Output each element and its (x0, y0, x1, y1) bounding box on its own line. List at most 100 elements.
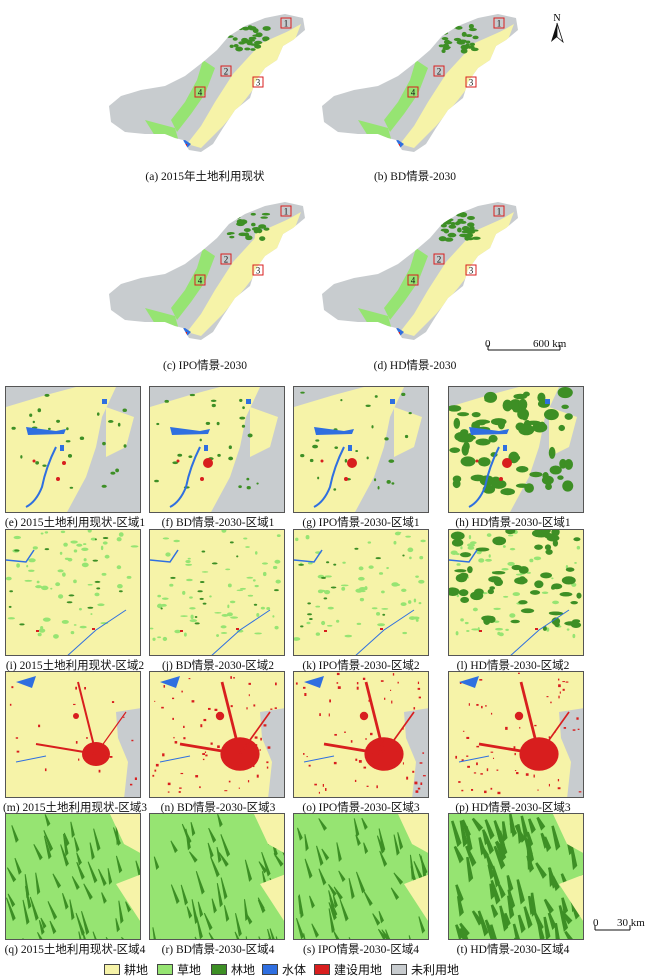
builtup-patch (365, 738, 367, 740)
forest-patch (43, 835, 52, 860)
forest-patch (211, 898, 217, 914)
grassland-patch (24, 579, 33, 582)
builtup-patch (179, 787, 182, 789)
builtup-patch (329, 699, 331, 703)
builtup-patch (418, 696, 421, 699)
builtup-patch (397, 681, 399, 684)
builtup-patch (303, 753, 305, 755)
zoom-scale-start: 0 (593, 917, 599, 929)
grassland-patch (87, 530, 92, 533)
builtup-patch (546, 696, 549, 698)
forest-patch (303, 933, 306, 939)
forest-patch (81, 911, 90, 935)
grassland-patch (467, 543, 475, 548)
forest-patch (509, 814, 516, 834)
grassland-patch (368, 565, 374, 569)
forest-patch (22, 938, 24, 939)
forest-patch (68, 594, 75, 597)
builtup-patch (370, 732, 373, 736)
forest-patch (267, 928, 272, 939)
builtup-patch (154, 769, 157, 772)
grassland-patch (272, 615, 275, 618)
forest-patch (300, 453, 305, 458)
builtup-patch (558, 695, 560, 699)
forest-patch (228, 215, 233, 220)
forest-patch (576, 592, 582, 599)
grassland-patch (79, 625, 87, 629)
urban-corridor (364, 681, 386, 755)
grassland-patch (160, 603, 167, 607)
forest-patch (260, 216, 268, 219)
forest-patch (516, 879, 525, 905)
forest-patch (73, 837, 80, 853)
river (6, 549, 35, 563)
grassland-patch (118, 532, 124, 537)
builtup-patch (514, 752, 516, 756)
forest-patch (561, 897, 569, 916)
region-box (194, 274, 206, 286)
forest-patch (408, 412, 412, 415)
country-map-svg: 1 2 3 4 (322, 202, 518, 340)
grassland-patch (59, 551, 63, 555)
zoom-tile (5, 529, 141, 656)
forest-patch (465, 233, 474, 238)
river (510, 609, 570, 655)
grassland-patch (61, 619, 69, 624)
forest-patch (232, 37, 238, 41)
zoom-tile (293, 529, 429, 656)
forest-patch (223, 905, 230, 922)
builtup-patch (379, 748, 382, 751)
forest-patch (379, 850, 388, 867)
forest-patch (321, 848, 330, 861)
grassland-patch (272, 565, 278, 570)
forest-patch (441, 37, 449, 41)
zoom-tile (448, 813, 584, 940)
forest-patch (495, 840, 507, 857)
forest-patch (454, 569, 467, 573)
forest-patch (210, 399, 217, 402)
builtup-patch (325, 788, 327, 791)
grassland-patch (246, 576, 254, 579)
forest-patch (108, 420, 114, 423)
grassland-patch (81, 562, 89, 568)
forest-patch (48, 427, 51, 431)
forest-patch (257, 897, 265, 911)
forest-patch (401, 392, 406, 397)
forest-patch (330, 586, 337, 589)
forest-patch (509, 399, 523, 411)
builtup-patch (481, 705, 483, 709)
caption-i: (i) 2015土地利用现状-区域2 (5, 660, 145, 672)
grassland-patch (344, 634, 353, 638)
grassland-patch (501, 568, 509, 571)
forest-patch (123, 444, 127, 448)
builtup-patch (155, 763, 159, 767)
forest-patch (35, 461, 40, 465)
forest-patch (481, 615, 495, 622)
builtup-patch (259, 749, 261, 751)
builtup-patch (359, 711, 369, 721)
builtup-patch (253, 704, 256, 707)
forest-patch (355, 834, 361, 847)
builtup-patch (476, 762, 478, 766)
forest-patch (499, 905, 509, 932)
builtup-patch (562, 681, 565, 683)
builtup-patch (195, 775, 199, 778)
forest-patch (561, 404, 569, 409)
caption-s: (s) IPO情景-2030-区域4 (303, 944, 419, 956)
zoom-tile-svg (449, 387, 583, 512)
caption-map-b: (b) BD情景-2030 (373, 171, 457, 183)
forest-patch (523, 906, 533, 929)
river (159, 755, 191, 763)
forest-patch (269, 928, 275, 939)
forest-patch (418, 916, 426, 934)
forest-patch (511, 564, 522, 571)
forest-patch (354, 547, 359, 550)
builtup-patch (205, 754, 208, 757)
forest-patch (76, 861, 85, 880)
forest-patch (115, 855, 123, 874)
forest-patch (70, 821, 75, 839)
water-body (16, 676, 36, 688)
builtup-patch (111, 701, 115, 703)
forest-patch (564, 413, 573, 420)
forest-patch (243, 899, 249, 922)
